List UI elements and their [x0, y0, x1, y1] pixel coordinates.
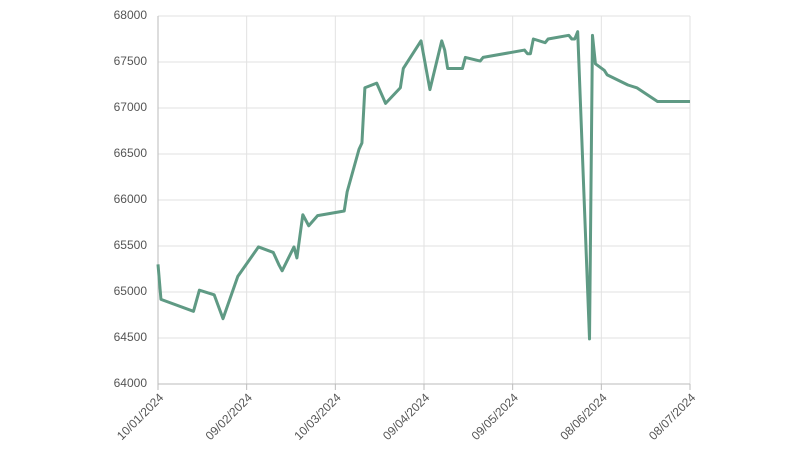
line-series: [156, 30, 690, 341]
y-tick-label: 67000: [114, 100, 148, 114]
y-tick-label: 65000: [114, 284, 148, 298]
y-tick-label: 66000: [114, 192, 148, 206]
x-tick-label: 10/01/2024: [114, 390, 167, 443]
x-tick-label: 08/07/2024: [646, 390, 699, 443]
x-tick-label: 09/04/2024: [380, 390, 433, 443]
y-tick-label: 66500: [114, 146, 148, 160]
y-tick-label: 67500: [114, 54, 148, 68]
y-tick-label: 65500: [114, 238, 148, 252]
x-tick-label: 08/06/2024: [557, 390, 610, 443]
y-tick-label: 64000: [114, 376, 148, 390]
x-tick-label: 09/02/2024: [203, 390, 256, 443]
x-tick-label: 10/03/2024: [291, 390, 344, 443]
y-tick-label: 64500: [114, 330, 148, 344]
y-tick-label: 68000: [114, 8, 148, 22]
x-tick-label: 09/05/2024: [469, 390, 522, 443]
